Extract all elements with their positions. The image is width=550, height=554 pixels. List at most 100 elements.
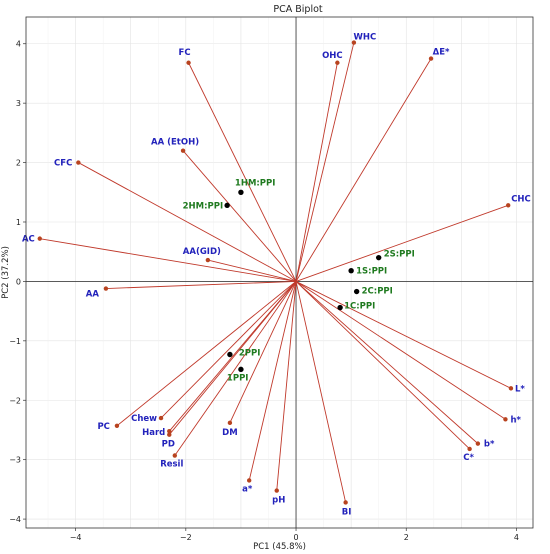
vector-tip-DM [227, 420, 233, 426]
loading-vectors [39, 42, 512, 503]
vector-BI [295, 281, 347, 503]
variable-label: Chew [131, 414, 157, 424]
vector-tip-AA (EtOH) [180, 148, 186, 153]
x-tick-label: 0 [293, 533, 298, 542]
variable-label: Resil [160, 460, 183, 470]
variable-label: CHC [511, 194, 531, 204]
y-tick-label: −4 [9, 515, 21, 524]
vector-tip-FC [186, 60, 191, 65]
vector-DM [229, 281, 297, 424]
vector-tip-WHC [351, 40, 357, 45]
zero-lines [26, 17, 533, 528]
observation-point-1PPI [238, 366, 244, 373]
variable-label: h* [510, 415, 521, 425]
vector-L* [295, 281, 512, 389]
variable-label: a* [242, 484, 253, 494]
vector-CFC [78, 162, 297, 282]
variable-label: DM [222, 428, 238, 438]
tick-labels: −4 −2 0 2 4 −4 −3 −2 −1 0 1 2 3 4 [9, 40, 519, 542]
variable-label: pH [272, 496, 285, 506]
vector-CHC [295, 204, 509, 282]
vector-PC [116, 281, 297, 427]
observation-label: 1PPI [227, 373, 249, 383]
vector-ΔE* [295, 58, 432, 282]
observation-label: 1C:PPI [344, 302, 375, 312]
vector-tip-OHC [335, 60, 340, 65]
variable-label: AA(GID) [183, 247, 221, 257]
observation-label: 2C:PPI [362, 287, 393, 297]
vector-tip-Hard [167, 428, 172, 434]
vector-b* [295, 281, 479, 444]
vector-tip-Resil [172, 453, 177, 458]
variable-label: L* [515, 384, 525, 394]
vector-tip-a* [246, 478, 252, 483]
vector-tip-AA [103, 286, 109, 291]
vector-PD [168, 281, 297, 435]
variable-label: AA [86, 290, 100, 300]
y-tick-label: −2 [9, 396, 21, 405]
variable-label: FC [179, 48, 191, 58]
vector-tip-PC [114, 423, 120, 428]
vector-tip-PD [167, 432, 172, 437]
y-tick-label: −3 [9, 456, 21, 465]
y-tick-label: −1 [9, 337, 21, 346]
x-tick-label: 2 [404, 533, 409, 542]
x-tick-label: −2 [180, 533, 192, 542]
labels: FC WHC OHC ΔE* AA (EtOH) CFC CHC AC AA(GID) AA L* h… [22, 33, 531, 518]
variable-label: PC [97, 422, 109, 432]
vector-AA(GID) [207, 259, 297, 282]
variable-label: CFC [54, 159, 72, 169]
variable-label: PD [162, 440, 175, 450]
variable-label: AC [22, 235, 35, 245]
vector-pH [276, 281, 297, 491]
variable-label: OHC [322, 51, 343, 61]
variable-label: C* [463, 453, 474, 463]
vector-AC [39, 238, 297, 282]
vector-h* [295, 281, 506, 420]
vector-tip-b* [475, 441, 481, 446]
observation-label: 2HM:PPI [183, 201, 224, 211]
vector-FC [188, 62, 297, 282]
vector-tip-h* [503, 417, 508, 422]
vector-Chew [160, 281, 297, 419]
observation-label: 2PPI [239, 348, 261, 358]
observation-label: 1HM:PPI [235, 178, 276, 188]
variable-label: ΔE* [433, 48, 450, 58]
vector-tip-C* [467, 446, 472, 452]
vector-tip-AC [37, 236, 42, 241]
variable-label: AA (EtOH) [151, 138, 199, 148]
variable-label: b* [484, 440, 495, 450]
vector-C* [295, 281, 470, 450]
y-axis-label: PC2 (37.2%) [1, 246, 11, 299]
chart-title: PCA Biplot [273, 4, 323, 15]
vector-WHC [295, 42, 355, 282]
vector-tip-pH [274, 488, 279, 493]
vector-tip-CFC [76, 160, 81, 165]
x-axis-label: PC1 (45.8%) [253, 542, 306, 552]
vector-tip-ΔE* [428, 56, 434, 61]
vector-OHC [295, 62, 338, 282]
vector-tip-BI [343, 500, 348, 505]
y-tick-label: 2 [16, 159, 21, 168]
observation-label: 1S:PPI [356, 267, 387, 277]
vector-AA [105, 280, 297, 289]
vector-AA (EtOH) [182, 150, 297, 282]
vector-a* [248, 281, 297, 481]
variable-label: WHC [354, 33, 377, 43]
observation-point-2S:PPI [375, 254, 382, 261]
vector-tip-AA(GID) [205, 257, 211, 263]
vector-tips [37, 40, 514, 505]
y-tick-label: 0 [16, 277, 21, 286]
observation-label: 2S:PPI [384, 250, 415, 260]
plot-frame [25, 16, 534, 529]
observation-points [224, 189, 382, 373]
vector-tip-Chew [158, 415, 164, 421]
observation-point-2PPI [227, 351, 233, 358]
x-tick-label: 4 [514, 533, 519, 542]
observation-point-2C:PPI [353, 288, 360, 295]
observation-point-1HM:PPI [238, 189, 244, 195]
y-tick-label: 3 [16, 99, 21, 108]
variable-label: BI [342, 507, 352, 517]
observation-point-1S:PPI [348, 268, 354, 274]
